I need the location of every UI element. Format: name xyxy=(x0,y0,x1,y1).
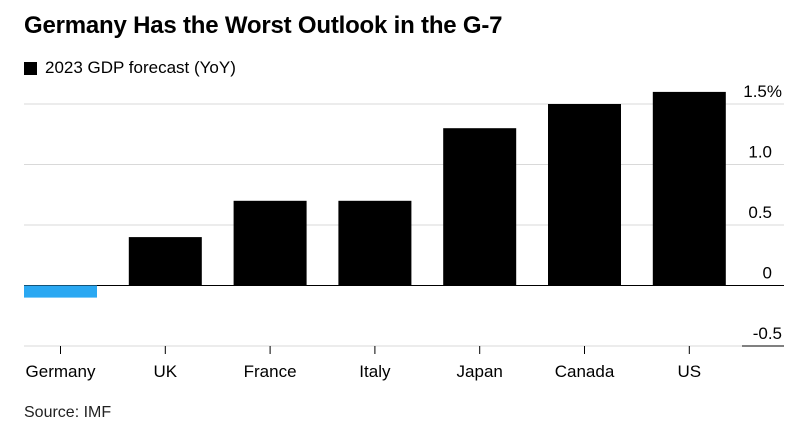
x-tick-label: US xyxy=(677,362,701,381)
x-tick-label: France xyxy=(244,362,297,381)
y-tick-label: 1.5% xyxy=(743,82,782,101)
x-tick-label: Italy xyxy=(359,362,391,381)
y-tick-label: 0.5 xyxy=(748,203,772,222)
y-tick-label: 0 xyxy=(763,264,772,283)
x-tick-label: UK xyxy=(153,362,177,381)
y-tick-label: 1.0 xyxy=(748,143,772,162)
chart-title: Germany Has the Worst Outlook in the G-7 xyxy=(24,12,503,39)
bar-japan xyxy=(443,128,517,286)
legend-label: 2023 GDP forecast (YoY) xyxy=(45,58,236,77)
x-tick-label: Germany xyxy=(26,362,96,381)
bar-canada xyxy=(548,104,621,286)
legend-swatch xyxy=(24,61,37,75)
x-tick-label: Japan xyxy=(457,362,503,381)
y-tick-label: -0.5 xyxy=(753,324,782,343)
bar-uk xyxy=(128,237,202,286)
legend: 2023 GDP forecast (YoY) xyxy=(24,58,236,78)
x-tick-label: Canada xyxy=(555,362,615,381)
source-note: Source: IMF xyxy=(24,404,112,421)
bar-us xyxy=(652,91,726,286)
bar-germany xyxy=(24,285,97,298)
bar-italy xyxy=(338,200,412,286)
bar-france xyxy=(233,200,307,286)
